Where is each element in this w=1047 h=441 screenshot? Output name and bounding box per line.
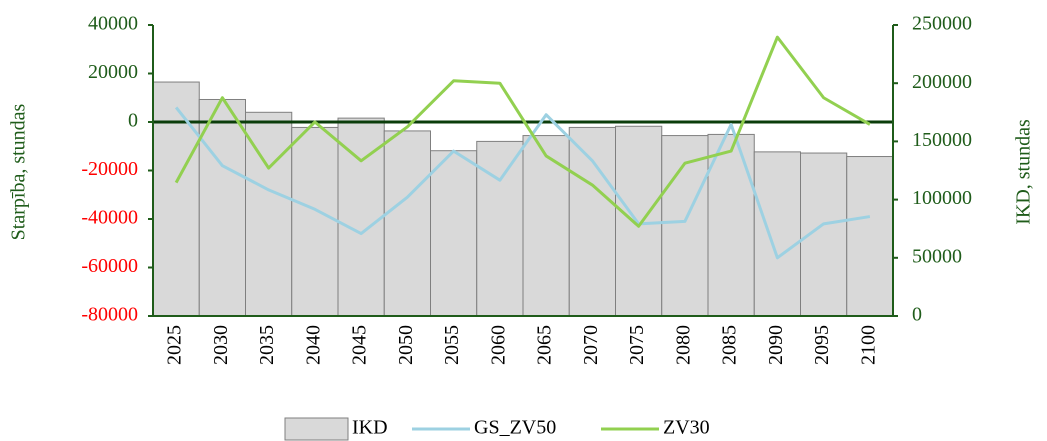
x-tick-label: 2035: [256, 325, 278, 365]
y2-axis-label: IKD, stundas: [1013, 119, 1035, 225]
bar: [753, 151, 801, 317]
x-tick-label: 2085: [719, 325, 741, 365]
bar: [430, 150, 478, 317]
legend-label: ZV30: [663, 417, 710, 439]
x-tick-label: 2045: [349, 325, 371, 365]
y-axis-label: Starpība, stundas: [8, 103, 30, 240]
bar: [198, 98, 246, 317]
bar: [846, 156, 894, 317]
legend-label: IKD: [352, 417, 388, 439]
y2-tick-label: 50000: [912, 245, 962, 267]
x-tick-label: 2060: [487, 325, 509, 365]
y2-tick-label: 0: [912, 304, 922, 326]
y-tick-label: 40000: [88, 13, 138, 35]
y-tick-label: -40000: [81, 207, 138, 229]
x-tick-label: 2080: [672, 325, 694, 365]
y2-tick-label: 100000: [912, 187, 972, 209]
y-tick-label: -20000: [81, 158, 138, 180]
x-tick-label: 2025: [164, 325, 186, 365]
y-tick-label: -80000: [81, 304, 138, 326]
legend-swatch: [284, 417, 349, 441]
bar: [568, 126, 616, 317]
x-tick-label: 2090: [765, 325, 787, 365]
line-series: [174, 35, 871, 228]
legend-label: GS_ZV50: [474, 417, 556, 439]
x-tick-label: 2070: [580, 325, 602, 365]
bar: [291, 126, 339, 317]
y-tick-label: 20000: [88, 61, 138, 83]
y2-tick-label: 200000: [912, 71, 972, 93]
y2-tick-label: 150000: [912, 129, 972, 151]
x-tick-label: 2050: [395, 325, 417, 365]
line-series: [174, 106, 871, 260]
x-tick-label: 2030: [210, 325, 232, 365]
x-tick-label: 2065: [534, 325, 556, 365]
x-tick-label: 2095: [811, 325, 833, 365]
bar: [615, 125, 663, 317]
bar: [383, 130, 431, 317]
y-tick-label: 0: [128, 110, 138, 132]
bar: [152, 81, 200, 317]
x-tick-label: 2075: [626, 325, 648, 365]
y2-tick-label: 250000: [912, 13, 972, 35]
x-tick-label: 2100: [857, 325, 879, 365]
bar: [476, 140, 524, 317]
bar: [522, 135, 570, 317]
x-tick-label: 2055: [441, 325, 463, 365]
x-tick-label: 2040: [302, 325, 324, 365]
y-tick-label: -60000: [81, 255, 138, 277]
